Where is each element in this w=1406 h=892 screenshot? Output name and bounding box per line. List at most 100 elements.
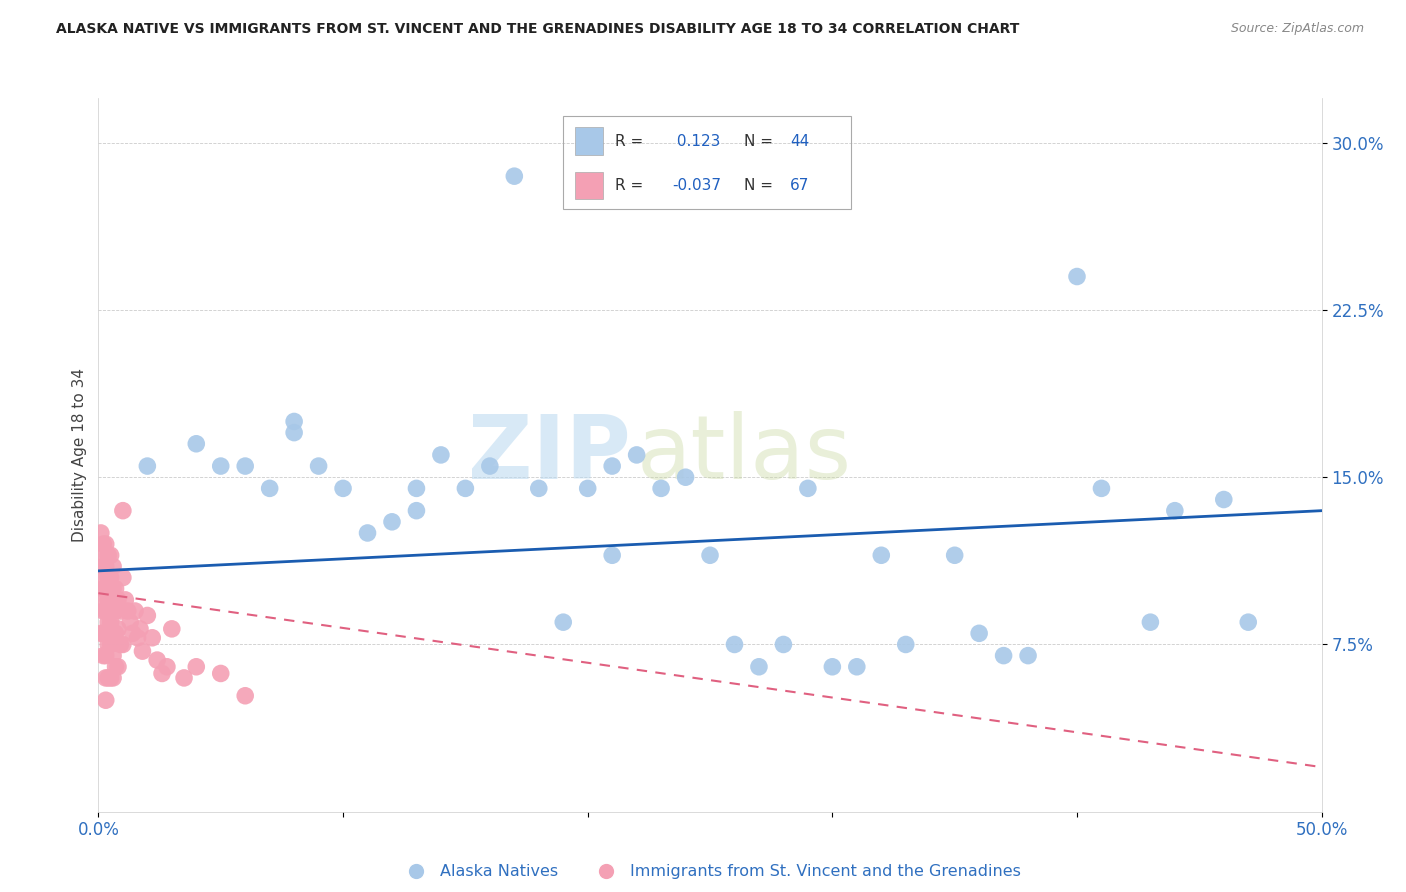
Point [90,548,112,563]
Point [90,571,112,585]
Point [454,482,477,496]
Point [101,648,124,663]
Point [356,526,378,541]
Point [943,548,966,563]
Point [104,660,127,674]
Point [94,537,117,551]
Point [111,637,134,651]
Point [94,693,117,707]
Point [332,482,354,496]
Point [101,671,124,685]
Point [993,648,1015,663]
Point [94,626,117,640]
Point [104,626,127,640]
Point [100,671,122,685]
Point [97,592,120,607]
Point [283,414,305,429]
Point [94,582,117,596]
Point [845,660,868,674]
Point [107,660,129,674]
Point [723,637,745,651]
Point [101,559,124,574]
Point [97,571,120,585]
Point [797,482,820,496]
Point [748,660,770,674]
Point [127,631,149,645]
Point [699,548,721,563]
Point [527,482,550,496]
Text: ZIP: ZIP [468,411,630,499]
Point [91,537,114,551]
Point [1237,615,1260,630]
Point [97,637,120,651]
Legend: Alaska Natives, Immigrants from St. Vincent and the Grenadines: Alaska Natives, Immigrants from St. Vinc… [394,858,1026,886]
Point [100,637,122,651]
Point [503,169,526,184]
Point [91,626,114,640]
Point [821,660,844,674]
Point [100,548,122,563]
Point [1090,482,1112,496]
Point [1212,492,1234,507]
Point [100,592,122,607]
Point [186,660,208,674]
Point [308,459,330,474]
Point [100,615,122,630]
Point [114,592,136,607]
Point [91,648,114,663]
Text: ALASKA NATIVE VS IMMIGRANTS FROM ST. VINCENT AND THE GRENADINES DISABILITY AGE 1: ALASKA NATIVE VS IMMIGRANTS FROM ST. VIN… [56,22,1019,37]
Point [186,436,208,450]
Point [104,604,127,618]
Point [259,482,281,496]
Point [90,626,112,640]
Point [121,626,143,640]
Point [91,559,114,574]
Point [104,582,127,596]
Point [90,526,112,541]
Point [381,515,404,529]
Point [894,637,917,651]
Point [967,626,990,640]
Text: Source: ZipAtlas.com: Source: ZipAtlas.com [1230,22,1364,36]
Point [478,459,501,474]
Point [233,459,256,474]
Text: atlas: atlas [637,411,852,499]
Point [772,637,794,651]
Point [136,459,159,474]
Point [600,548,623,563]
Point [1066,269,1088,284]
Point [553,615,575,630]
Point [136,608,159,623]
Point [90,592,112,607]
Point [141,631,163,645]
Point [101,626,124,640]
Point [600,459,623,474]
Point [283,425,305,440]
Point [405,482,427,496]
Point [173,671,195,685]
Point [129,622,152,636]
Y-axis label: Disability Age 18 to 34: Disability Age 18 to 34 [72,368,87,542]
Point [101,582,124,596]
Point [1017,648,1039,663]
Point [120,615,142,630]
Point [94,648,117,663]
Point [1164,503,1187,517]
Point [870,548,893,563]
Point [117,604,139,618]
Point [576,482,599,496]
Point [94,559,117,574]
Point [94,604,117,618]
Point [124,604,146,618]
Point [675,470,697,484]
Point [156,660,179,674]
Point [107,622,129,636]
Point [233,689,256,703]
Point [160,622,183,636]
Point [91,604,114,618]
Point [91,582,114,596]
Point [650,482,672,496]
Point [430,448,453,462]
Point [131,644,153,658]
Point [111,571,134,585]
